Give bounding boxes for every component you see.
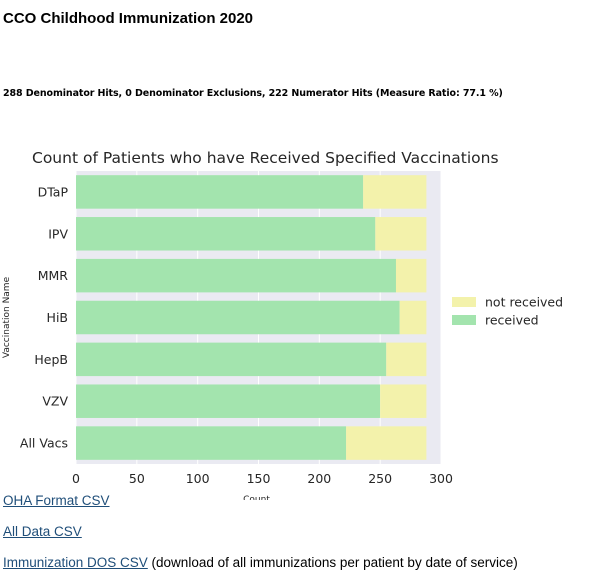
y-tick-label: MMR bbox=[38, 268, 69, 283]
y-tick-label: HepB bbox=[34, 352, 68, 367]
chart-title: Count of Patients who have Received Spec… bbox=[32, 149, 499, 167]
bar-received-mmr bbox=[76, 258, 396, 293]
legend-swatch-not-received bbox=[452, 297, 476, 307]
bar-not-received-mmr bbox=[395, 258, 427, 293]
x-tick-label: 100 bbox=[186, 471, 210, 486]
link-row-immunization-dos: Immunization DOS CSV (download of all im… bbox=[3, 555, 518, 570]
immunization-dos-description: (download of all immunizations per patie… bbox=[147, 555, 518, 570]
x-tick-label: 0 bbox=[72, 471, 80, 486]
legend-swatch-received bbox=[452, 315, 476, 325]
y-axis-label: Vaccination Name bbox=[2, 276, 12, 358]
bar-not-received-hepb bbox=[386, 342, 427, 377]
page-title: CCO Childhood Immunization 2020 bbox=[3, 10, 254, 27]
y-tick-label: All Vacs bbox=[20, 436, 68, 451]
y-tick-label: DTaP bbox=[38, 184, 69, 199]
link-row-all-data: All Data CSV bbox=[3, 524, 82, 539]
bar-received-ipv bbox=[76, 217, 376, 251]
bar-not-received-ipv bbox=[375, 217, 427, 251]
vaccination-chart: Count of Patients who have Received Spec… bbox=[2, 149, 563, 500]
bar-not-received-dtap bbox=[363, 175, 427, 209]
oha-format-csv-link[interactable]: OHA Format CSV bbox=[3, 493, 110, 508]
bar-not-received-vzv bbox=[380, 384, 427, 418]
bar-received-dtap bbox=[76, 175, 364, 209]
bar-received-all-vacs bbox=[76, 426, 347, 460]
x-tick-label: 150 bbox=[247, 471, 271, 486]
legend-label: received bbox=[485, 313, 539, 328]
bar-not-received-all-vacs bbox=[346, 426, 427, 460]
bar-received-hib bbox=[76, 300, 400, 335]
x-axis-label: Count bbox=[243, 495, 270, 500]
y-tick-label: HiB bbox=[47, 310, 68, 325]
bar-received-vzv bbox=[76, 384, 381, 418]
measure-summary: 288 Denominator Hits, 0 Denominator Excl… bbox=[3, 88, 503, 99]
bar-received-hepb bbox=[76, 342, 387, 377]
y-tick-label: VZV bbox=[42, 394, 68, 409]
immunization-dos-csv-link[interactable]: Immunization DOS CSV bbox=[3, 555, 148, 570]
legend-label: not received bbox=[485, 295, 563, 310]
bar-not-received-hib bbox=[399, 300, 427, 335]
x-tick-label: 300 bbox=[429, 471, 453, 486]
y-tick-label: IPV bbox=[48, 226, 68, 241]
x-tick-label: 50 bbox=[129, 471, 145, 486]
x-tick-label: 200 bbox=[307, 471, 331, 486]
x-tick-label: 250 bbox=[368, 471, 392, 486]
all-data-csv-link[interactable]: All Data CSV bbox=[3, 524, 82, 539]
link-row-oha: OHA Format CSV bbox=[3, 493, 110, 508]
